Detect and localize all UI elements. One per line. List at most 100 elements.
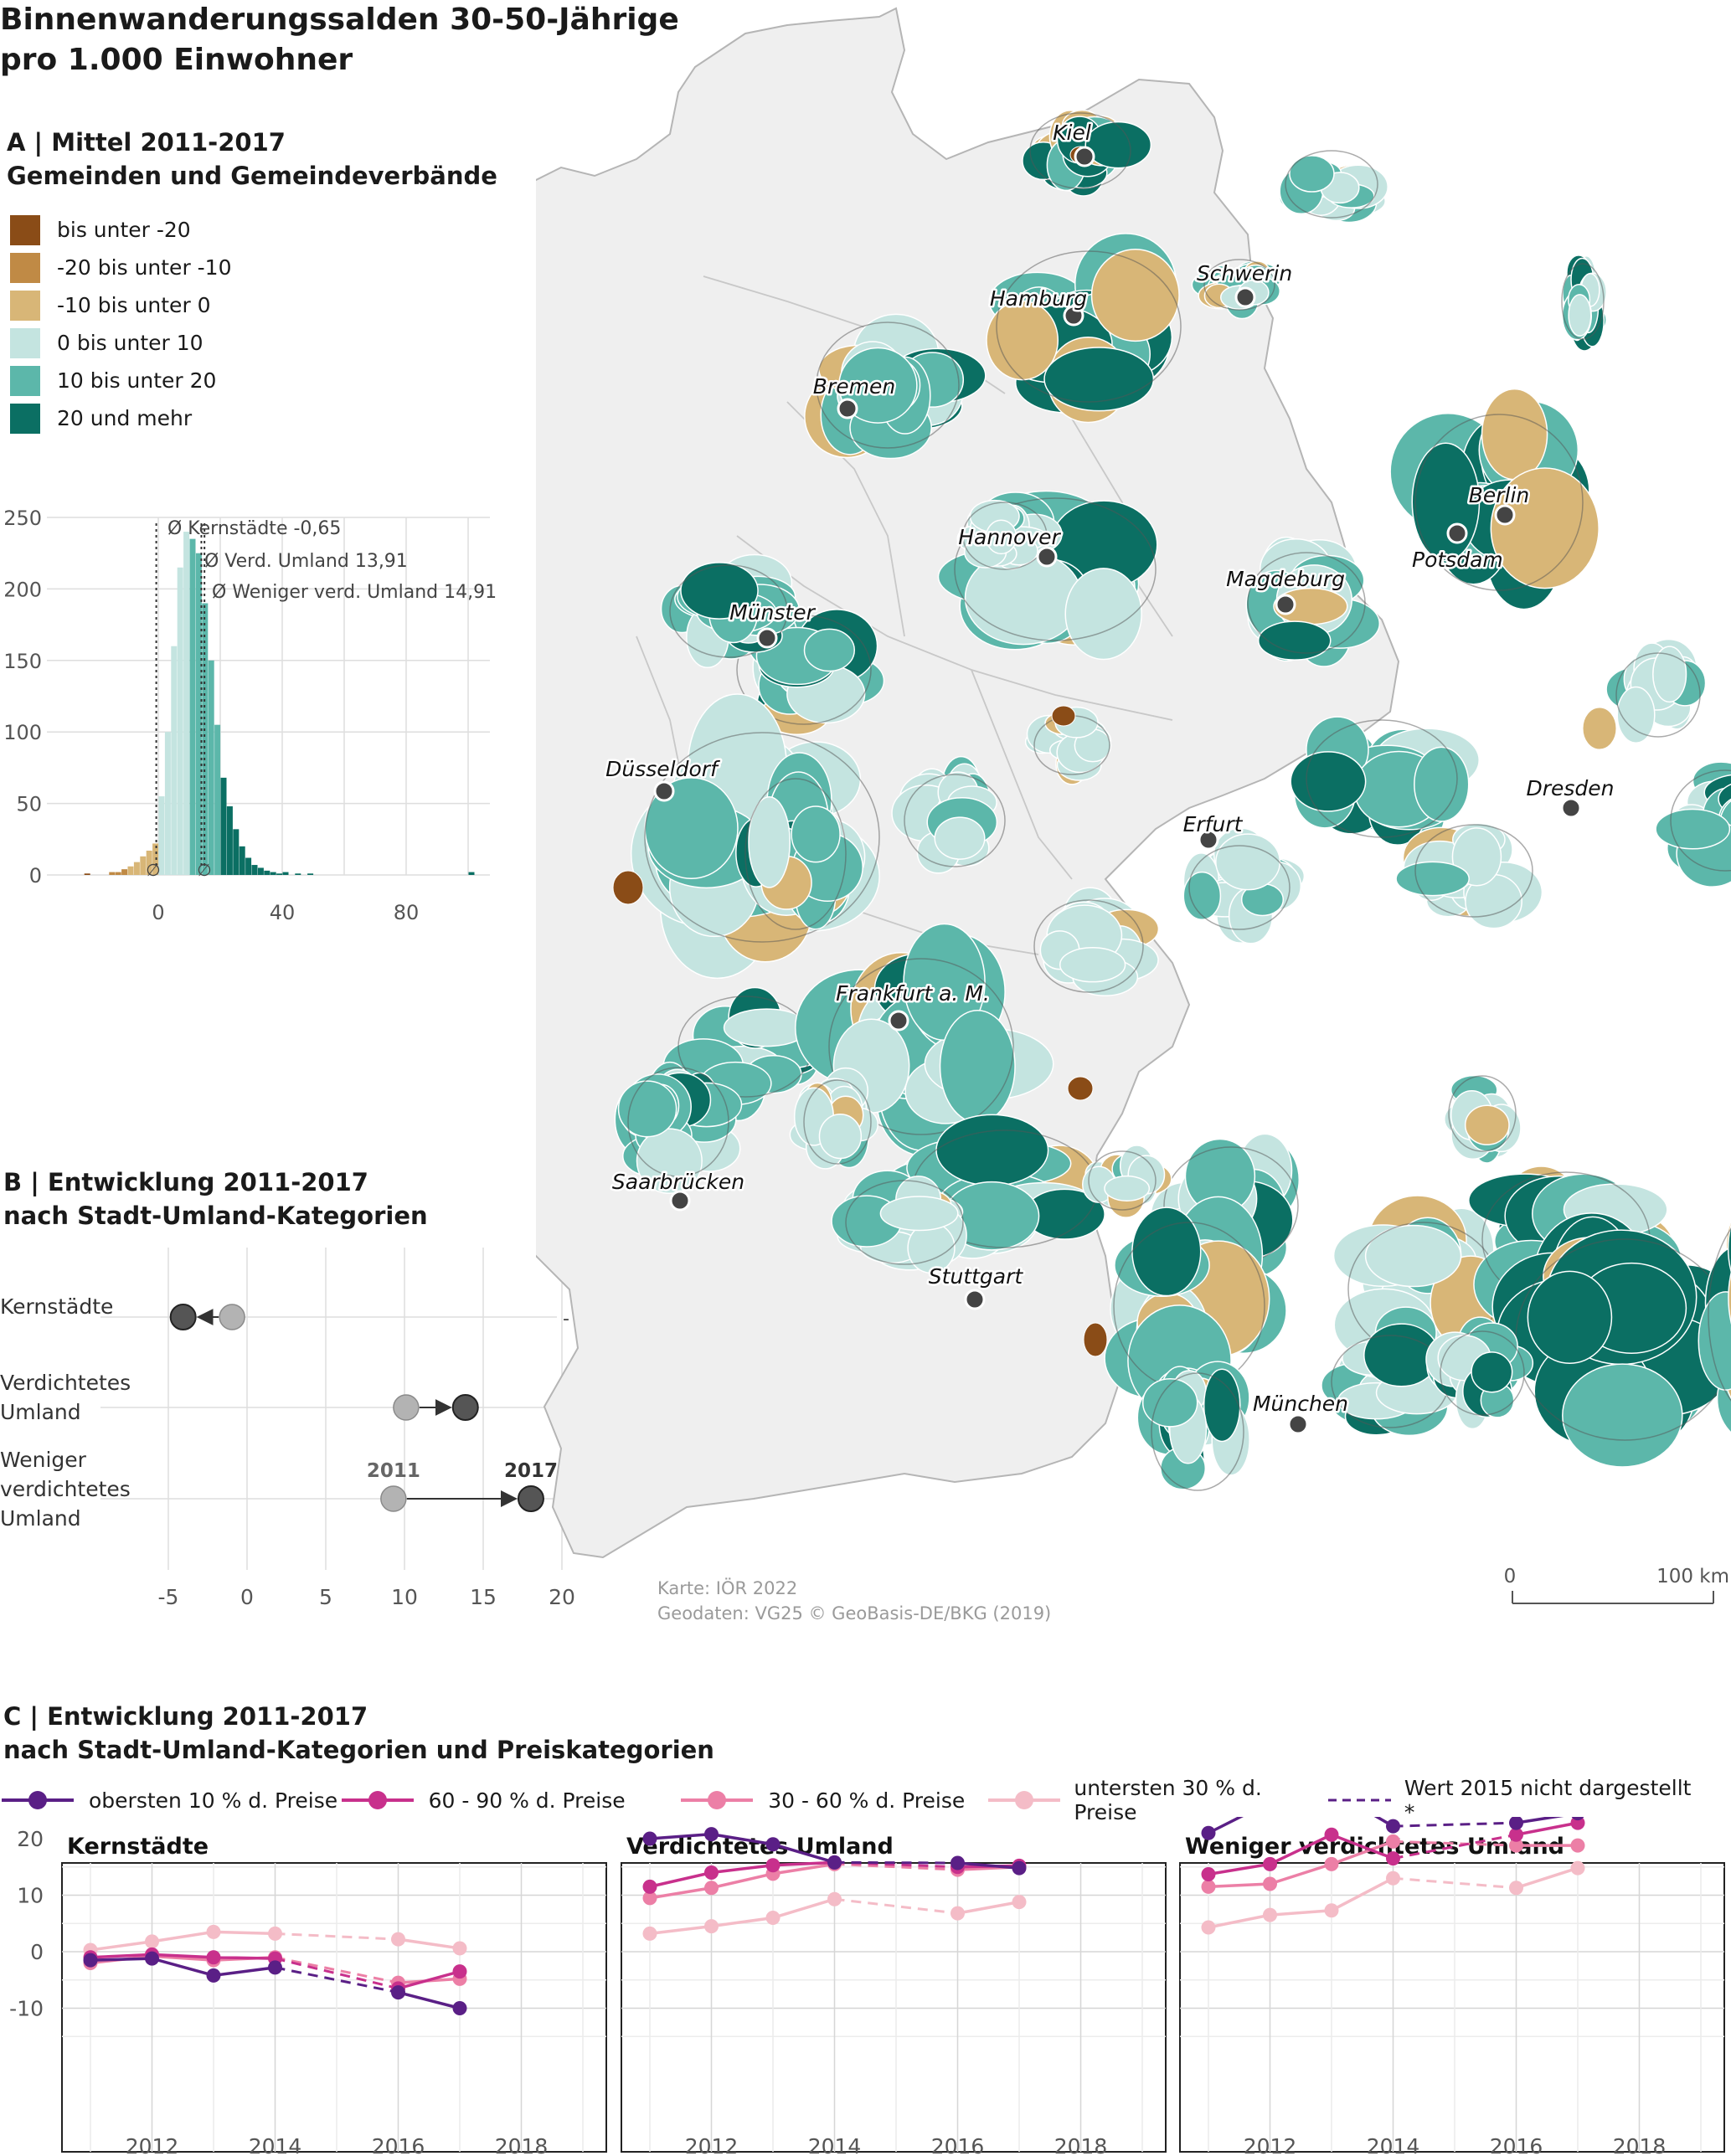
- series-point: [951, 1855, 965, 1870]
- map-region: [1698, 1220, 1731, 1433]
- city-label: Frankfurt a. M.: [836, 981, 990, 1006]
- year-label-2011: 2011: [367, 1460, 420, 1482]
- legend-swatch: [10, 252, 40, 283]
- municipality: [1395, 861, 1470, 897]
- state-border: [971, 669, 1073, 880]
- municipality: [1655, 808, 1731, 850]
- legend-c-label: 60 - 90 % d. Preise: [428, 1788, 626, 1813]
- series-point: [391, 1985, 405, 2000]
- x-tick-label: 2016: [931, 2134, 985, 2156]
- series-line-dashed: [1393, 1833, 1517, 1860]
- legend-c-item: untersten 30 % d. Preise: [987, 1776, 1327, 1824]
- histogram-bar: [220, 777, 227, 875]
- section-c-title-line1: C | Entwicklung 2011-2017: [3, 1702, 368, 1731]
- series-line: [1516, 1817, 1564, 1824]
- map-region: [735, 752, 866, 930]
- series-point: [145, 1951, 159, 1966]
- histogram-bar: [158, 796, 165, 875]
- histogram-bar: [202, 603, 209, 875]
- municipality-negative: [1083, 1322, 1108, 1357]
- x-tick-label: 2016: [372, 2134, 425, 2156]
- region-border: [1670, 769, 1731, 872]
- map-region: [1561, 255, 1609, 352]
- section-a-title-line2: Gemeinden und Gemeindeverbände: [7, 162, 497, 190]
- series-point: [765, 1837, 780, 1852]
- series-line-dashed: [275, 1966, 399, 1994]
- series-point: [1012, 1860, 1027, 1876]
- municipality: [636, 1128, 703, 1194]
- municipality: [1084, 121, 1152, 169]
- map-region: [1279, 150, 1388, 224]
- municipality: [1728, 1270, 1731, 1325]
- city-marker: [1234, 286, 1256, 308]
- series-line: [649, 1832, 835, 1865]
- x-tick-label: 2014: [249, 2134, 302, 2156]
- map-region: [789, 1067, 878, 1170]
- series-point: [1263, 1856, 1277, 1871]
- municipality: [1064, 568, 1142, 661]
- map-region: [1425, 1316, 1534, 1430]
- map-region: [891, 755, 1006, 874]
- legend-a: bis unter -20 -20 bis unter -10 -10 bis un…: [10, 211, 232, 437]
- histogram: 250 200 150 100 50 0 0 40 80 ∅ ∅ Ø Kernstädte -0,65…: [3, 507, 497, 924]
- legend-swatch: [10, 403, 40, 434]
- mean-label: Ø Weniger verd. Umland 14,91: [212, 582, 497, 603]
- region-border: [954, 497, 1157, 641]
- series-point: [704, 1919, 719, 1934]
- municipality: [803, 628, 856, 672]
- legend-label: 0 bis unter 10: [57, 331, 203, 355]
- municipality: [748, 795, 791, 888]
- city-marker: [837, 398, 858, 419]
- map-region: [1033, 887, 1160, 996]
- x-tick-label: 20: [549, 1585, 575, 1609]
- map-credit: Karte: IÖR 2022 Geodaten: VG25 © GeoBasi…: [657, 1576, 1051, 1626]
- city-marker: [1287, 1413, 1309, 1435]
- series-point: [1201, 1867, 1216, 1882]
- series-point: [1571, 1817, 1584, 1821]
- series-line: [649, 1860, 835, 1889]
- y-tick-label: 0: [30, 1940, 44, 1964]
- series-point: [765, 1858, 780, 1873]
- row-label: Umland: [0, 1400, 81, 1424]
- value-2011-dot: [380, 1485, 407, 1512]
- page-title: Binnenwanderungssalden 30-50-Jährige pro…: [0, 0, 679, 80]
- series-point: [827, 1855, 842, 1870]
- x-tick-label: 2016: [1490, 2134, 1543, 2156]
- series-line: [649, 1897, 836, 1936]
- region-border: [1708, 1227, 1731, 1402]
- region-border: [904, 774, 1006, 867]
- x-tick-label: 0: [152, 901, 164, 924]
- series-line: [1208, 1817, 1394, 1834]
- x-tick-label: 2012: [126, 2134, 179, 2156]
- series-line-dashed: [834, 1860, 958, 1865]
- mean-marker: ∅: [146, 860, 160, 880]
- series-line: [1515, 1866, 1579, 1890]
- row-label: verdichtetes: [0, 1477, 131, 1501]
- map-region: [1136, 1361, 1250, 1491]
- legend-a-item: 20 und mehr: [10, 399, 232, 437]
- x-tick-label: 2012: [1244, 2134, 1297, 2156]
- city-label: Münster: [729, 600, 816, 625]
- region-border: [1414, 824, 1533, 918]
- legend-c-item: 60 - 90 % d. Preise: [340, 1788, 680, 1813]
- histogram-bar: [257, 867, 264, 875]
- region-border: [1414, 414, 1584, 591]
- city-label: Hannover: [958, 525, 1061, 549]
- municipality: [1289, 155, 1335, 193]
- map-region: [831, 1170, 967, 1274]
- municipality: [1414, 746, 1470, 822]
- x-tick-label: 40: [270, 901, 296, 924]
- region-border: [1203, 259, 1275, 311]
- legend-a-item: bis unter -20: [10, 211, 232, 249]
- series-point: [206, 1968, 221, 1983]
- histogram-bar: [270, 872, 276, 875]
- x-tick-label: 15: [470, 1585, 497, 1609]
- series-line: [1208, 1833, 1394, 1876]
- legend-dot: [28, 1791, 47, 1809]
- municipality: [1616, 686, 1656, 744]
- germany-map: Kiel Hamburg Schwerin Bremen Berlin Potsdam Ha…: [536, 7, 1731, 1604]
- map-region: [1245, 536, 1381, 667]
- x-tick-label: 2018: [1613, 2134, 1667, 2156]
- section-c-title-line2: nach Stadt-Umland-Kategorien und Preiska…: [3, 1736, 714, 1764]
- municipality: [939, 1010, 1016, 1124]
